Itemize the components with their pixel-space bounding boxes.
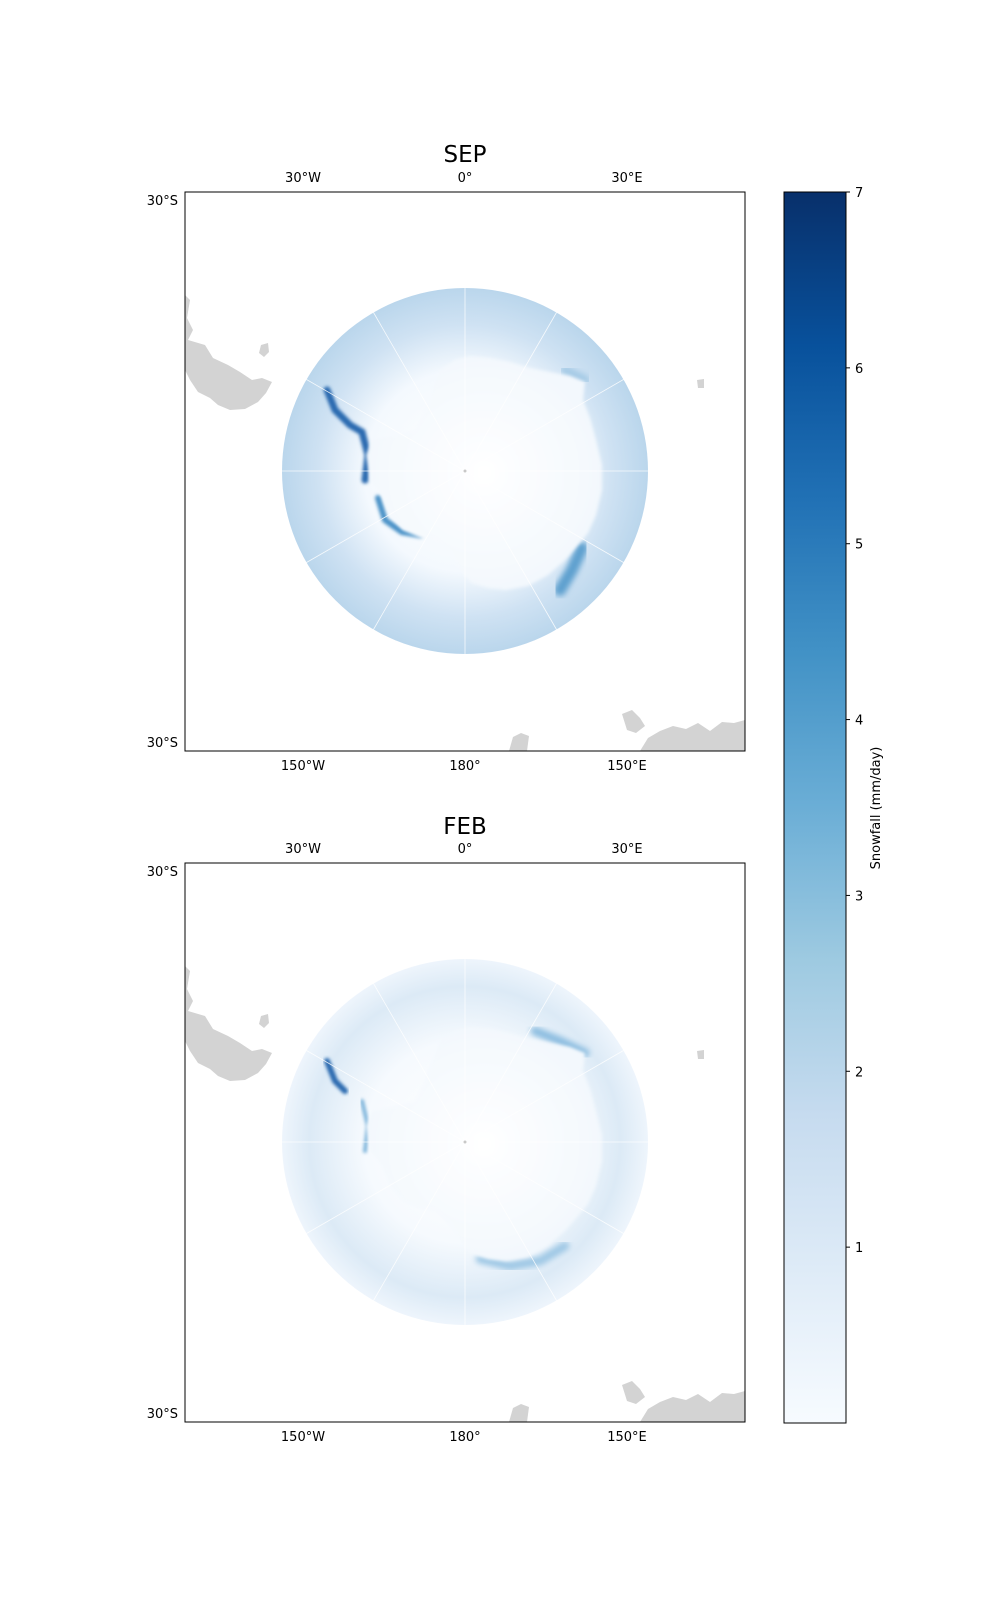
map-area — [184, 862, 746, 1423]
land-new-zealand — [622, 1381, 645, 1404]
left-tick-label: 30°S — [147, 194, 178, 209]
top-tick-label: 30°W — [285, 842, 321, 857]
snowfall-band-east — [560, 365, 590, 385]
land-island — [509, 1404, 529, 1422]
top-tick-label: 30°E — [611, 842, 642, 857]
land-australia — [640, 1391, 745, 1422]
land-south-america — [185, 966, 272, 1081]
colorbar-tick-label: 2 — [855, 1065, 863, 1080]
bottom-tick-label: 150°W — [281, 1430, 325, 1445]
left-tick-label: 30°S — [147, 1407, 178, 1422]
panel-title: SEP — [443, 142, 486, 168]
bottom-tick-label: 150°E — [607, 759, 647, 774]
colorbar-tick-label: 3 — [855, 889, 863, 904]
land-island — [697, 1050, 704, 1059]
top-tick-label: 0° — [458, 842, 473, 857]
map-area — [184, 191, 746, 752]
colorbar-tick-label: 7 — [855, 186, 863, 201]
antarctic-ice-sheet — [366, 356, 602, 590]
snowfall-band-east — [530, 1026, 590, 1058]
top-tick-label: 30°E — [611, 171, 642, 186]
land-south-america — [185, 295, 272, 410]
land-australia — [640, 720, 745, 751]
colorbar-label: Snowfall (mm/day) — [869, 747, 884, 870]
left-tick-label: 30°S — [147, 736, 178, 751]
bottom-tick-label: 180° — [449, 759, 480, 774]
land-island — [697, 379, 704, 388]
colorbar: 1 2 3 4 5 6 7 Snowfall (mm/day) — [783, 186, 884, 1424]
colorbar-ticks: 1 2 3 4 5 6 7 — [846, 186, 863, 1256]
snowfall-band-east — [554, 542, 588, 596]
bottom-tick-label: 180° — [449, 1430, 480, 1445]
left-tick-label: 30°S — [147, 865, 178, 880]
bottom-tick-label: 150°E — [607, 1430, 647, 1445]
antarctic-ice-sheet — [366, 1027, 602, 1261]
map-panel-feb: FEB 30°W 0° 30°E 30°S 30°S 150°W 180° 15… — [147, 814, 746, 1445]
panel-title: FEB — [443, 814, 487, 840]
colorbar-gradient — [783, 191, 847, 1424]
bottom-tick-label: 150°W — [281, 759, 325, 774]
top-tick-label: 30°W — [285, 171, 321, 186]
colorbar-tick-label: 5 — [855, 538, 863, 553]
land-island — [509, 733, 529, 751]
colorbar-tick-label: 1 — [855, 1241, 863, 1256]
land-new-zealand — [622, 710, 645, 733]
snowfall-band-peninsula — [324, 1058, 348, 1094]
snowfall-band-east — [475, 1241, 570, 1271]
colorbar-tick-label: 6 — [855, 362, 863, 377]
top-tick-label: 0° — [458, 171, 473, 186]
colorbar-tick-label: 4 — [855, 714, 863, 729]
land-island — [259, 343, 269, 357]
map-panel-sep: SEP 30°W 0° 30°E 30°S 30°S 150°W 180° 15… — [147, 142, 746, 774]
land-island — [259, 1014, 269, 1028]
